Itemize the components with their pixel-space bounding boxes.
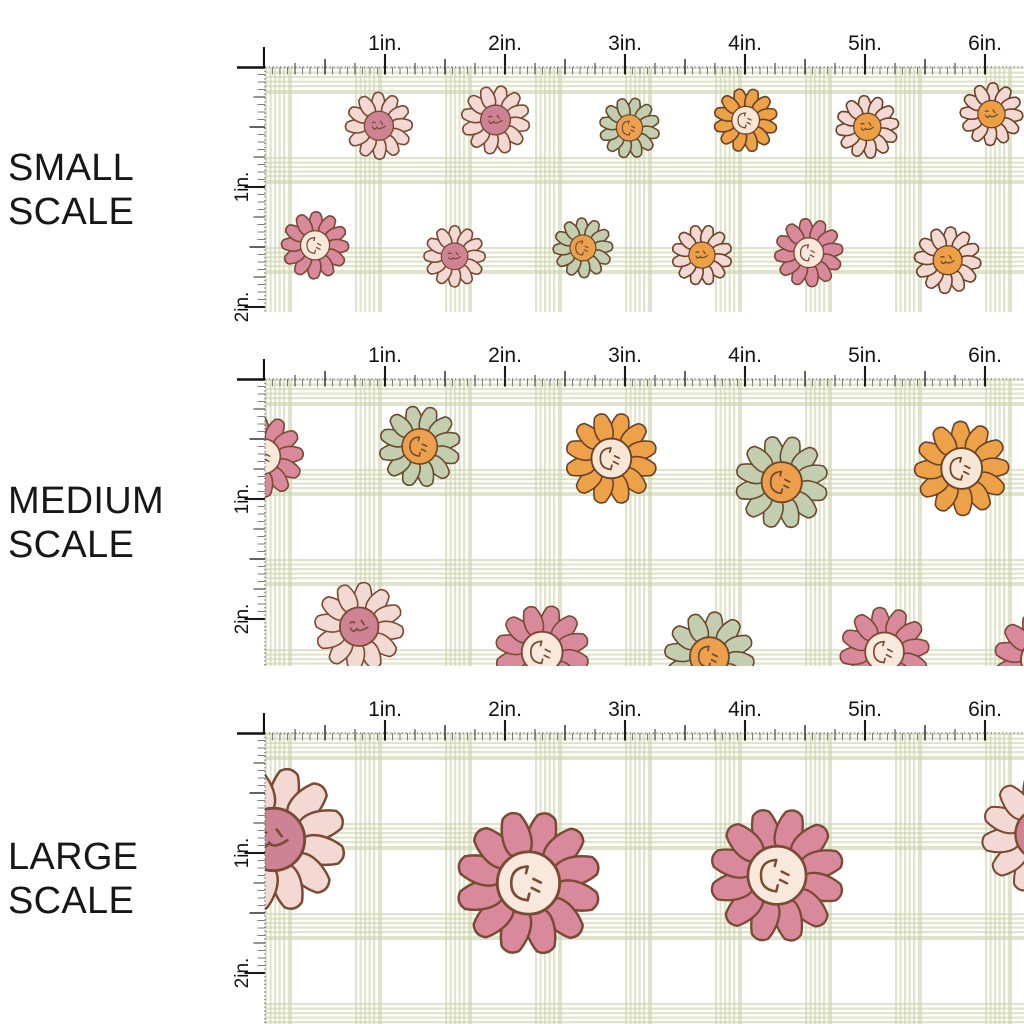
svg-text:1in.: 1in.	[368, 344, 402, 367]
svg-text:2in.: 2in.	[232, 958, 253, 989]
svg-text:3in.: 3in.	[608, 698, 642, 721]
svg-text:4in.: 4in.	[728, 698, 762, 721]
svg-text:4in.: 4in.	[728, 344, 762, 367]
svg-text:2in.: 2in.	[488, 32, 522, 55]
svg-text:1in.: 1in.	[368, 32, 402, 55]
svg-text:2in.: 2in.	[232, 292, 253, 323]
svg-text:1in.: 1in.	[232, 838, 253, 869]
svg-text:2in.: 2in.	[488, 344, 522, 367]
svg-text:4in.: 4in.	[728, 32, 762, 55]
svg-text:1in.: 1in.	[232, 172, 253, 203]
svg-text:5in.: 5in.	[848, 32, 882, 55]
svg-text:6in.: 6in.	[968, 698, 1002, 721]
svg-text:1in.: 1in.	[368, 698, 402, 721]
svg-text:3in.: 3in.	[608, 344, 642, 367]
svg-text:2in.: 2in.	[488, 698, 522, 721]
svg-text:6in.: 6in.	[968, 344, 1002, 367]
svg-text:5in.: 5in.	[848, 344, 882, 367]
svg-text:6in.: 6in.	[968, 32, 1002, 55]
svg-text:5in.: 5in.	[848, 698, 882, 721]
svg-text:2in.: 2in.	[232, 604, 253, 635]
svg-text:1in.: 1in.	[232, 484, 253, 515]
svg-text:3in.: 3in.	[608, 32, 642, 55]
